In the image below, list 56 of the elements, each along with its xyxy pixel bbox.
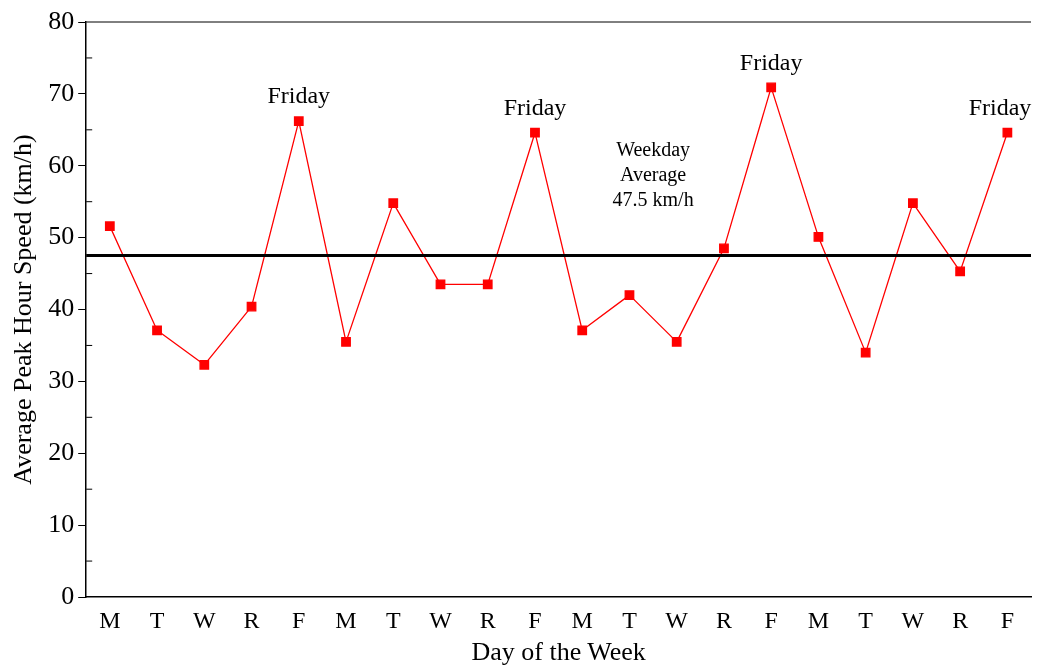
ref-line-label: Weekday Average 47.5 km/h (612, 137, 694, 210)
point (388, 198, 399, 209)
y-tick-label: 0 (61, 580, 75, 610)
point (435, 279, 446, 290)
x-tick-label: F (1000, 606, 1015, 633)
point (813, 232, 824, 242)
x-tick-label: W (901, 606, 925, 633)
point (293, 116, 304, 127)
point (530, 127, 540, 138)
x-axis-title: Day of the Week (471, 637, 646, 667)
point (152, 325, 162, 336)
x-tick-label: T (149, 606, 165, 633)
x-tick-label: F (764, 606, 778, 633)
point (1002, 127, 1013, 138)
x-tick-label: T (858, 606, 874, 633)
y-tick-label: 30 (48, 365, 75, 395)
point (341, 336, 351, 347)
point (860, 347, 871, 358)
point (104, 221, 115, 232)
x-tick-label: R (243, 606, 260, 633)
point (955, 266, 966, 277)
x-tick-label: R (479, 606, 496, 633)
x-tick-label: R (952, 606, 969, 633)
x-tick-label: W (429, 606, 453, 633)
point (624, 290, 635, 301)
point (482, 279, 493, 290)
point (577, 325, 588, 336)
y-tick-label: 70 (48, 77, 75, 107)
x-tick-label: W (665, 606, 689, 633)
x-tick-label: M (807, 606, 830, 633)
x-tick-label: M (99, 606, 121, 633)
y-axis-title: Average Peak Hour Speed (km/h) (8, 134, 38, 485)
x-tick-label: M (335, 606, 357, 633)
x-tick-label: M (571, 606, 593, 633)
y-tick-label: 10 (48, 508, 75, 538)
annotation: Friday (503, 93, 567, 120)
point (671, 336, 682, 347)
point (719, 243, 729, 254)
y-tick-label: 60 (48, 149, 75, 179)
y-tick-label: 50 (48, 221, 75, 251)
x-tick-label: W (192, 606, 216, 633)
point (908, 198, 918, 209)
x-tick-label: T (385, 606, 401, 633)
annotation: Friday (267, 82, 331, 109)
point (766, 82, 777, 93)
x-tick-label: F (292, 606, 306, 633)
annotation: Friday (968, 93, 1032, 120)
y-tick-label: 20 (48, 437, 75, 467)
y-tick-label: 80 (48, 5, 75, 35)
y-tick-label: 40 (48, 293, 75, 323)
point (246, 301, 257, 312)
annotation: Friday (739, 48, 803, 75)
point (199, 359, 210, 370)
x-tick-label: T (622, 606, 638, 633)
x-tick-label: F (528, 606, 542, 633)
x-tick-label: R (715, 606, 732, 633)
